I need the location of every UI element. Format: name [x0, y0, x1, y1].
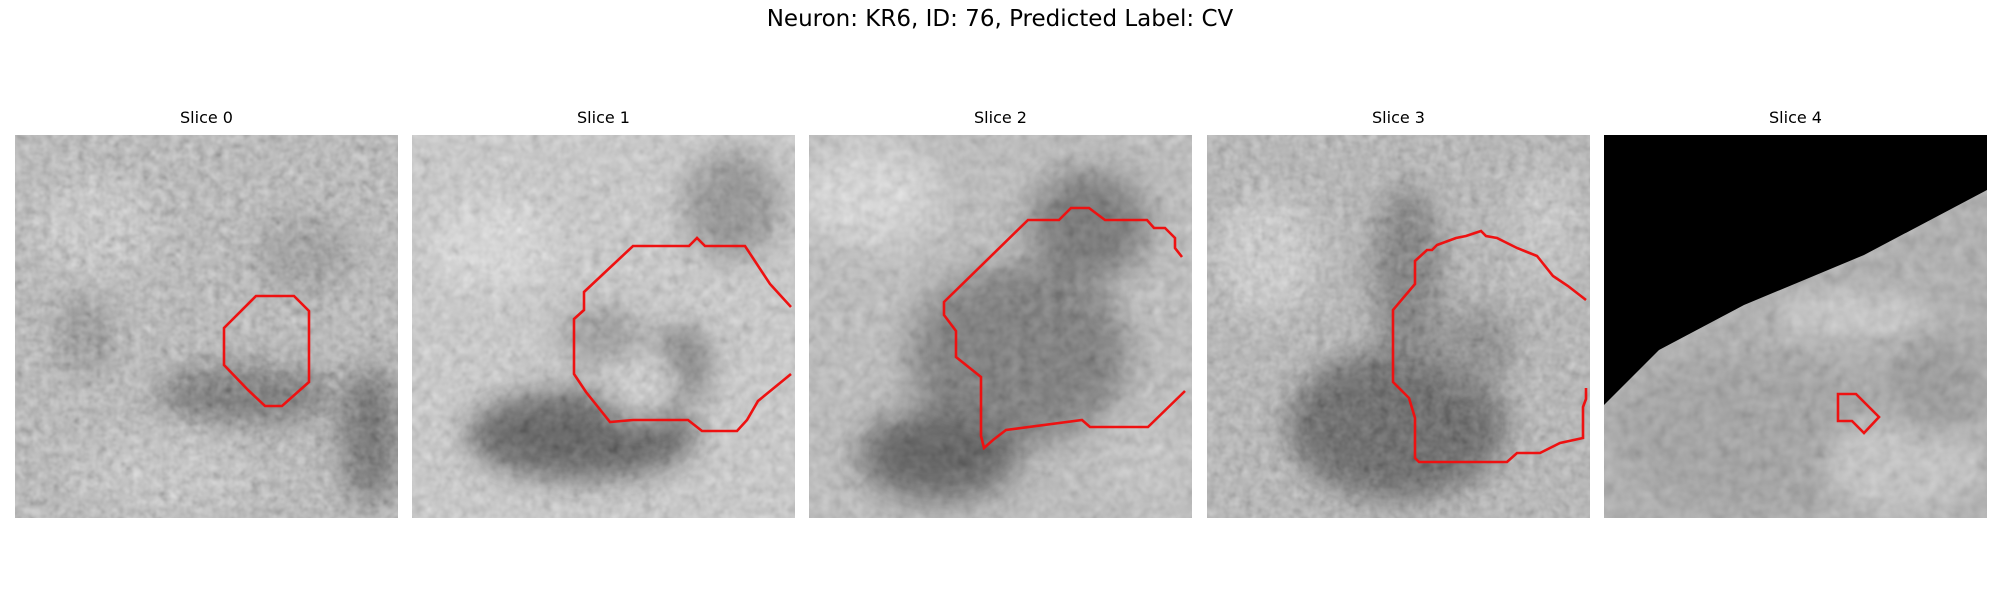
slice-title-2: Slice 2	[974, 108, 1027, 127]
contour-line	[1836, 392, 1881, 435]
slice-image-1	[412, 135, 795, 518]
slice-title-0: Slice 0	[180, 108, 233, 127]
slice-image-2	[809, 135, 1192, 518]
slice-title-4: Slice 4	[1769, 108, 1822, 127]
contour-line	[222, 294, 311, 408]
slice-title-1: Slice 1	[577, 108, 630, 127]
slice-image-3	[1207, 135, 1590, 518]
figure-title: Neuron: KR6, ID: 76, Predicted Label: CV	[766, 6, 1234, 32]
dark-region	[1604, 135, 1987, 405]
slice-image-4	[1604, 135, 1987, 518]
slice-title-3: Slice 3	[1372, 108, 1425, 127]
contour-line	[572, 236, 792, 433]
contour-line	[1391, 229, 1588, 464]
contour-line	[942, 206, 1186, 451]
slice-image-0	[15, 135, 398, 518]
